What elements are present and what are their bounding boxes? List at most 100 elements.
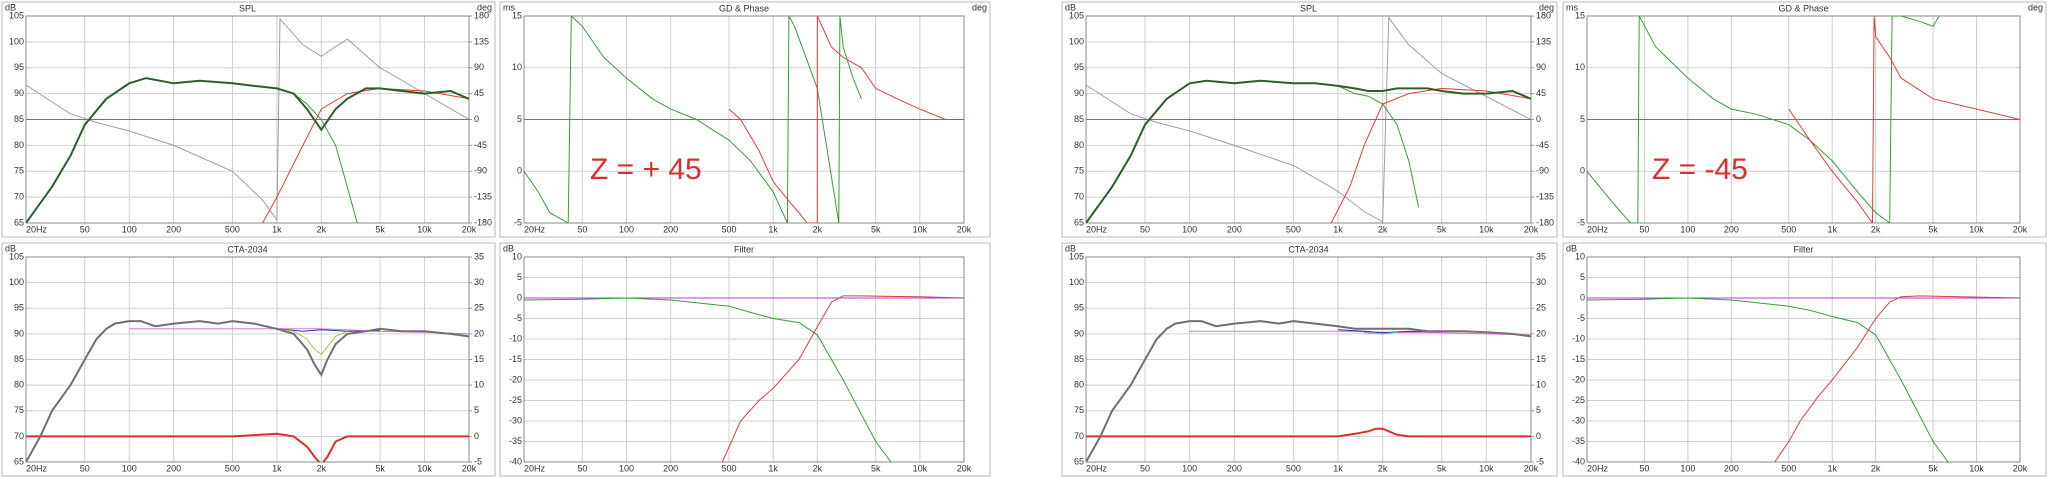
y-tick-label: -5 <box>514 313 522 323</box>
y-axis-label: ms <box>503 2 515 12</box>
x-tick-label: 50 <box>1140 463 1150 473</box>
y-axis-label: dB <box>1065 2 1076 12</box>
x-tick-label: 5k <box>871 224 881 234</box>
y-tick-label: -15 <box>1572 354 1585 364</box>
series-line <box>26 77 469 223</box>
x-tick-label: 500 <box>722 463 737 473</box>
series-line <box>276 328 381 332</box>
y2-tick-label: -5 <box>474 456 482 466</box>
x-tick-label: 10k <box>1479 224 1494 234</box>
y-tick-label: -5 <box>514 217 522 227</box>
y-tick-label: 0 <box>517 166 522 176</box>
series-line <box>524 16 862 223</box>
x-tick-label: 20Hz <box>26 463 48 473</box>
y2-tick-label: -90 <box>474 166 487 176</box>
y-axis-label: dB <box>1566 243 1577 253</box>
y-tick-label: 70 <box>14 192 24 202</box>
x-tick-label: 5k <box>1928 224 1938 234</box>
x-tick-label: 10k <box>1479 463 1494 473</box>
chart-panel: CTA-2034 dB 65 70 75 80 85 90 95 100 105 -5 0 5 10 15 20… <box>1061 242 1558 477</box>
y-tick-label: -25 <box>509 395 522 405</box>
chart-title: GD & Phase <box>1778 3 1828 13</box>
x-tick-label: 50 <box>1639 224 1649 234</box>
y-tick-label: 95 <box>14 303 24 313</box>
y-tick-label: 105 <box>1069 251 1084 261</box>
x-tick-label: 20k <box>957 224 972 234</box>
y2-tick-label: 15 <box>474 354 484 364</box>
x-tick-label: 20k <box>2013 463 2028 473</box>
y-tick-label: 10 <box>512 251 522 261</box>
x-tick-label: 100 <box>1182 224 1197 234</box>
x-tick-label: 2k <box>813 224 823 234</box>
y-tick-label: -40 <box>509 456 522 466</box>
x-tick-label: 500 <box>225 224 240 234</box>
x-tick-label: 100 <box>619 463 634 473</box>
x-tick-label: 5k <box>1437 224 1447 234</box>
y-tick-label: 0 <box>1580 292 1585 302</box>
y-tick-label: 85 <box>1074 114 1084 124</box>
y-tick-label: 100 <box>1069 36 1084 46</box>
y-tick-label: -40 <box>1572 456 1585 466</box>
x-tick-label: 20Hz <box>1086 463 1108 473</box>
x-tick-label: 2k <box>317 463 327 473</box>
y2-tick-label: -135 <box>474 192 492 202</box>
series-line <box>524 297 892 462</box>
series-line <box>1337 329 1442 334</box>
y-tick-label: 10 <box>512 62 522 72</box>
x-tick-label: 5k <box>375 463 385 473</box>
x-tick-label: 200 <box>1227 224 1242 234</box>
x-tick-label: 200 <box>1724 463 1739 473</box>
y-tick-label: 90 <box>14 88 24 98</box>
y-tick-label: 80 <box>1074 140 1084 150</box>
y-tick-label: 10 <box>1575 251 1585 261</box>
x-tick-label: 5k <box>375 224 385 234</box>
x-tick-label: 2k <box>813 463 823 473</box>
x-tick-label: 500 <box>1781 224 1796 234</box>
x-tick-label: 200 <box>1227 463 1242 473</box>
y-tick-label: 15 <box>1575 10 1585 20</box>
series-line <box>1086 16 1531 223</box>
y-tick-label: 95 <box>1074 303 1084 313</box>
x-tick-label: 200 <box>663 224 678 234</box>
x-tick-label: 1k <box>1333 463 1343 473</box>
y-tick-label: -30 <box>509 415 522 425</box>
y2-axis-label: deg <box>972 2 987 12</box>
y-axis-label: dB <box>1065 243 1076 253</box>
y2-tick-label: 35 <box>474 251 484 261</box>
series-line <box>26 432 469 462</box>
y2-tick-label: 0 <box>474 431 479 441</box>
y2-tick-label: -5 <box>1536 456 1544 466</box>
y2-tick-label: 90 <box>1536 62 1546 72</box>
y-axis-label: ms <box>1566 2 1578 12</box>
x-tick-label: 50 <box>577 463 587 473</box>
y-tick-label: 75 <box>1074 405 1084 415</box>
y-tick-label: 65 <box>1074 456 1084 466</box>
chart-title: GD & Phase <box>719 3 769 13</box>
y-tick-label: 85 <box>14 114 24 124</box>
plot-border <box>1085 256 1532 463</box>
chart-title: CTA-2034 <box>227 244 267 254</box>
x-tick-label: 10k <box>1969 463 1984 473</box>
y2-tick-label: -90 <box>1536 166 1549 176</box>
x-tick-label: 200 <box>663 463 678 473</box>
x-tick-label: 200 <box>1724 224 1739 234</box>
chart-title: Filter <box>1794 244 1814 254</box>
y-tick-label: 90 <box>1074 88 1084 98</box>
annotation: Z = -45 <box>1652 153 1748 186</box>
chart-panel: SPL dB deg 65 70 75 80 85 90 95 100 105 -180 -135 -90 -… <box>1061 1 1558 238</box>
x-tick-label: 20Hz <box>1086 224 1108 234</box>
y2-tick-label: 5 <box>1536 405 1541 415</box>
x-tick-label: 5k <box>1437 463 1447 473</box>
y-tick-label: -35 <box>509 436 522 446</box>
y2-tick-label: 0 <box>1536 114 1541 124</box>
x-tick-label: 10k <box>913 463 928 473</box>
x-tick-label: 10k <box>417 224 432 234</box>
y-axis-label: dB <box>5 2 16 12</box>
chart-title: CTA-2034 <box>1288 244 1328 254</box>
series-line <box>262 87 469 223</box>
x-tick-label: 5k <box>1928 463 1938 473</box>
series-group <box>1086 16 1531 223</box>
x-tick-label: 10k <box>1969 224 1984 234</box>
series-line <box>1086 320 1531 462</box>
